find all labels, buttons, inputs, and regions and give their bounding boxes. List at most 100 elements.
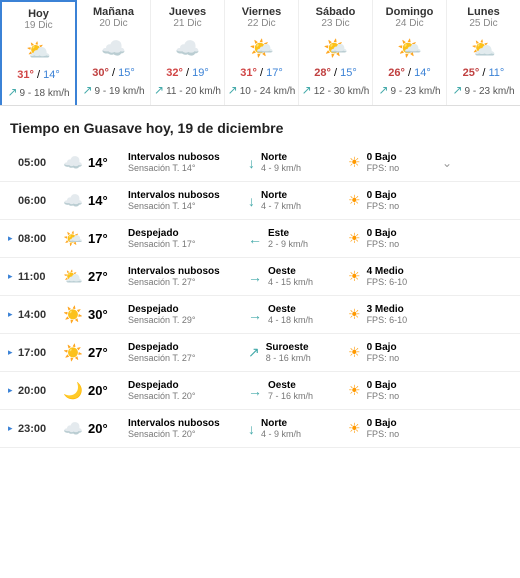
hour-condition: Intervalos nubosos Sensación T. 14° — [128, 152, 248, 173]
day-date: 21 Dic — [153, 18, 222, 29]
day-name: Hoy — [4, 8, 73, 20]
day-column[interactable]: Lunes 25 Dic ⛅ 25° / 11° ↗9 - 23 km/h — [447, 0, 520, 105]
day-wind: ↗12 - 30 km/h — [301, 83, 370, 97]
hour-temp: 14° — [88, 155, 128, 170]
day-column[interactable]: Jueves 21 Dic ☁️ 32° / 19° ↗11 - 20 km/h — [151, 0, 225, 105]
uv-icon: ☀ — [348, 420, 361, 437]
hour-wind: → Oeste 7 - 16 km/h — [248, 380, 348, 401]
hourly-row[interactable]: 05:00 ☁️ 14° Intervalos nubosos Sensació… — [0, 144, 520, 182]
hourly-row[interactable]: 06:00 ☁️ 14° Intervalos nubosos Sensació… — [0, 182, 520, 220]
day-column[interactable]: Domingo 24 Dic 🌤️ 26° / 14° ↗9 - 23 km/h — [373, 0, 447, 105]
chevron-down-icon[interactable]: ⌄ — [438, 156, 456, 170]
hour-temp: 14° — [88, 193, 128, 208]
weather-icon: ☀️ — [58, 305, 88, 325]
day-date: 24 Dic — [375, 18, 444, 29]
feels-like: Sensación T. 27° — [128, 277, 248, 287]
weather-icon: ☁️ — [58, 191, 88, 211]
weather-icon: 🌙 — [58, 381, 88, 401]
uv-icon: ☀ — [348, 154, 361, 171]
day-column[interactable]: Mañana 20 Dic ☁️ 30° / 15° ↗9 - 19 km/h — [77, 0, 151, 105]
day-date: 23 Dic — [301, 18, 370, 29]
weather-icon: 🌤️ — [58, 229, 88, 249]
wind-direction: Norte — [261, 418, 301, 429]
hour-uv: ☀ 0 Bajo FPS: no — [348, 190, 438, 211]
hour-temp: 17° — [88, 231, 128, 246]
day-name: Lunes — [449, 6, 518, 18]
day-temps: 30° / 15° — [79, 67, 148, 79]
uv-value: 0 Bajo — [367, 380, 400, 391]
day-name: Jueves — [153, 6, 222, 18]
current-marker-icon: ▸ — [8, 309, 18, 320]
day-name: Mañana — [79, 6, 148, 18]
day-wind: ↗10 - 24 km/h — [227, 83, 296, 97]
day-wind: ↗9 - 18 km/h — [4, 85, 73, 99]
wind-direction: Oeste — [268, 304, 313, 315]
hour-uv: ☀ 0 Bajo FPS: no — [348, 152, 438, 173]
current-marker-icon: ▸ — [8, 347, 18, 358]
wind-direction: Norte — [261, 190, 301, 201]
hour-uv: ☀ 3 Medio FPS: 6-10 — [348, 304, 438, 325]
day-date: 22 Dic — [227, 18, 296, 29]
current-marker-icon: ▸ — [8, 271, 18, 282]
weather-icon: ☁️ — [58, 153, 88, 173]
wind-arrow-icon: ↗ — [378, 83, 388, 97]
hour-wind: ↓ Norte 4 - 9 km/h — [248, 152, 348, 173]
hour-condition: Despejado Sensación T. 27° — [128, 342, 248, 363]
weather-icon: ⛅ — [4, 37, 73, 63]
day-temps: 31° / 14° — [4, 69, 73, 81]
uv-fps: FPS: 6-10 — [367, 277, 408, 287]
uv-fps: FPS: no — [367, 429, 400, 439]
condition-title: Despejado — [128, 342, 248, 353]
feels-like: Sensación T. 29° — [128, 315, 248, 325]
uv-fps: FPS: no — [367, 391, 400, 401]
hour-condition: Intervalos nubosos Sensación T. 27° — [128, 266, 248, 287]
hour-wind: ↓ Norte 4 - 7 km/h — [248, 190, 348, 211]
uv-value: 0 Bajo — [367, 342, 400, 353]
feels-like: Sensación T. 14° — [128, 201, 248, 211]
wind-speed: 4 - 18 km/h — [268, 315, 313, 325]
wind-arrow-icon: → — [248, 269, 262, 285]
hour-time: 08:00 — [18, 233, 58, 245]
day-temps: 25° / 11° — [449, 67, 518, 79]
uv-icon: ☀ — [348, 306, 361, 323]
hour-time: 05:00 — [18, 157, 58, 169]
wind-arrow-icon: ↓ — [248, 155, 255, 171]
day-temps: 31° / 17° — [227, 67, 296, 79]
day-name: Domingo — [375, 6, 444, 18]
hour-time: 14:00 — [18, 309, 58, 321]
hourly-row[interactable]: ▸ 14:00 ☀️ 30° Despejado Sensación T. 29… — [0, 296, 520, 334]
uv-fps: FPS: no — [367, 353, 400, 363]
wind-arrow-icon: ↗ — [452, 83, 462, 97]
hourly-row[interactable]: ▸ 08:00 🌤️ 17° Despejado Sensación T. 17… — [0, 220, 520, 258]
day-wind: ↗9 - 23 km/h — [375, 83, 444, 97]
feels-like: Sensación T. 17° — [128, 239, 248, 249]
uv-icon: ☀ — [348, 344, 361, 361]
current-marker-icon: ▸ — [8, 385, 18, 396]
wind-arrow-icon: ↗ — [154, 83, 164, 97]
wind-speed: 7 - 16 km/h — [268, 391, 313, 401]
uv-icon: ☀ — [348, 268, 361, 285]
hourly-row[interactable]: ▸ 17:00 ☀️ 27° Despejado Sensación T. 27… — [0, 334, 520, 372]
hour-condition: Despejado Sensación T. 17° — [128, 228, 248, 249]
uv-value: 0 Bajo — [367, 228, 400, 239]
day-column[interactable]: Sábado 23 Dic 🌤️ 28° / 15° ↗12 - 30 km/h — [299, 0, 373, 105]
day-column[interactable]: Hoy 19 Dic ⛅ 31° / 14° ↗9 - 18 km/h — [0, 0, 77, 105]
day-temps: 28° / 15° — [301, 67, 370, 79]
wind-direction: Oeste — [268, 380, 313, 391]
hourly-row[interactable]: ▸ 23:00 ☁️ 20° Intervalos nubosos Sensac… — [0, 410, 520, 448]
condition-title: Intervalos nubosos — [128, 190, 248, 201]
hour-uv: ☀ 0 Bajo FPS: no — [348, 380, 438, 401]
day-column[interactable]: Viernes 22 Dic 🌤️ 31° / 17° ↗10 - 24 km/… — [225, 0, 299, 105]
wind-arrow-icon: ↗ — [248, 344, 260, 361]
uv-value: 0 Bajo — [367, 152, 400, 163]
uv-fps: FPS: no — [367, 163, 400, 173]
day-name: Viernes — [227, 6, 296, 18]
hourly-row[interactable]: ▸ 11:00 ⛅ 27° Intervalos nubosos Sensaci… — [0, 258, 520, 296]
wind-speed: 4 - 7 km/h — [261, 201, 301, 211]
hour-condition: Despejado Sensación T. 29° — [128, 304, 248, 325]
condition-title: Intervalos nubosos — [128, 418, 248, 429]
day-wind: ↗9 - 23 km/h — [449, 83, 518, 97]
hourly-row[interactable]: ▸ 20:00 🌙 20° Despejado Sensación T. 20°… — [0, 372, 520, 410]
uv-fps: FPS: no — [367, 201, 400, 211]
hour-wind: ↓ Norte 4 - 9 km/h — [248, 418, 348, 439]
